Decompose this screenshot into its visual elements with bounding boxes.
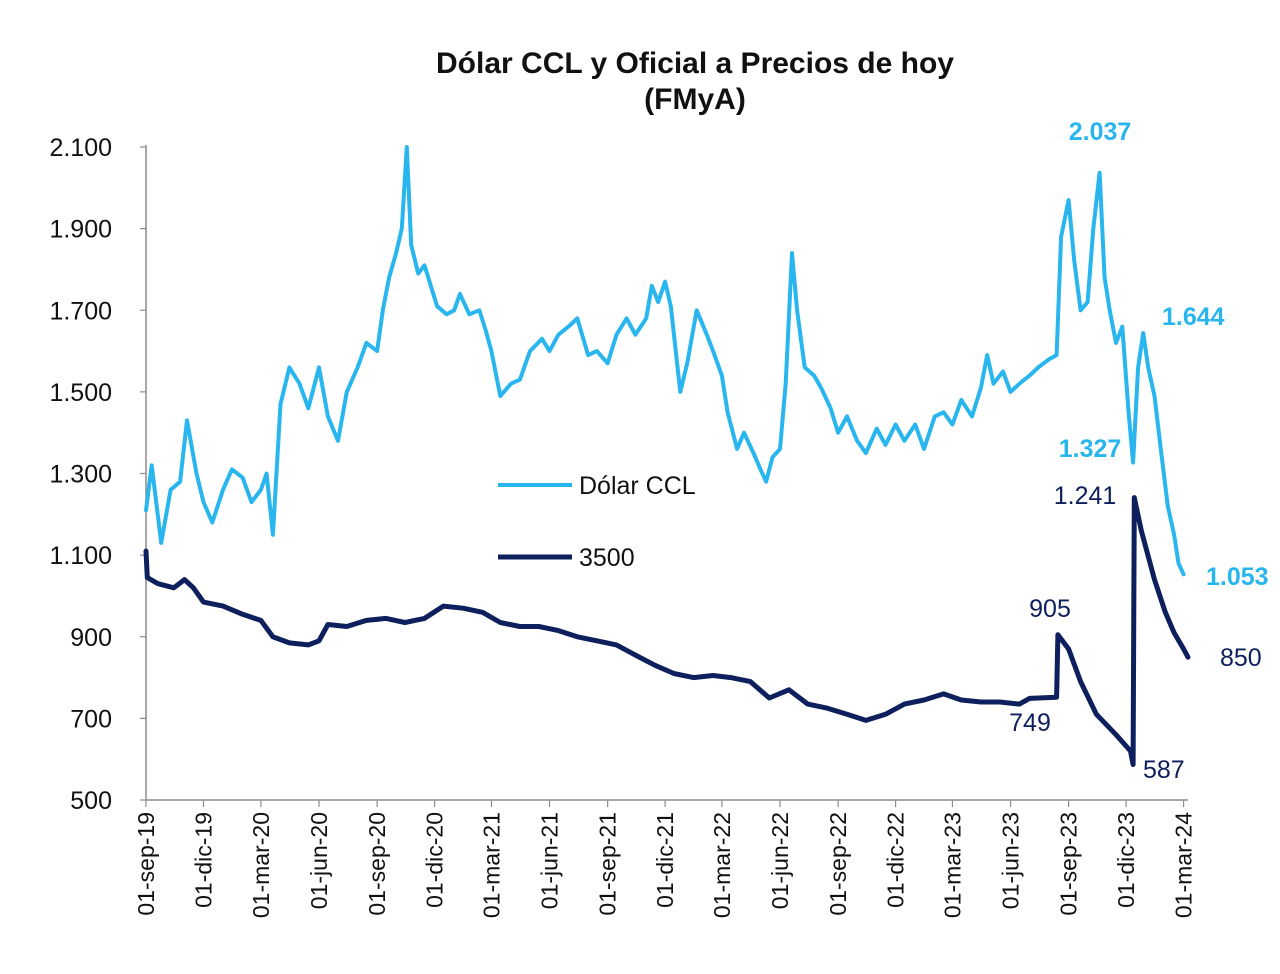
x-tick-label: 01-mar-22 bbox=[709, 812, 735, 918]
x-tick-label: 01-jun-20 bbox=[306, 812, 332, 909]
series-line-oficial bbox=[143, 495, 1191, 767]
x-tick-label: 01-dic-22 bbox=[883, 812, 909, 908]
legend-label-oficial: 3500 bbox=[579, 544, 635, 572]
x-tick-label: 01-sep-22 bbox=[825, 812, 851, 916]
data-label: 1.644 bbox=[1162, 303, 1225, 331]
x-tick-label: 01-sep-21 bbox=[595, 812, 621, 916]
y-tick-label: 500 bbox=[70, 787, 112, 815]
data-label: 749 bbox=[1009, 709, 1051, 737]
data-label: 1.241 bbox=[1054, 482, 1117, 510]
data-label: 1.053 bbox=[1206, 563, 1269, 591]
subtitle-text: (FMyA) bbox=[644, 83, 746, 116]
x-tick-label: 01-sep-20 bbox=[364, 812, 390, 916]
y-tick-label: 2.100 bbox=[49, 134, 112, 162]
data-label: 1.327 bbox=[1059, 435, 1122, 463]
y-tick-label: 900 bbox=[70, 624, 112, 652]
x-tick-label: 01-dic-21 bbox=[652, 812, 678, 908]
y-tick-label: 1.300 bbox=[49, 461, 112, 489]
x-tick-label: 01-dic-19 bbox=[190, 812, 216, 908]
x-tick-label: 01-jun-22 bbox=[767, 812, 793, 909]
x-tick-label: 01-dic-23 bbox=[1113, 812, 1139, 908]
x-tick-label: 01-dic-20 bbox=[422, 812, 448, 908]
y-tick-label: 1.700 bbox=[49, 297, 112, 325]
y-tick-label: 700 bbox=[70, 705, 112, 733]
y-tick-label: 1.500 bbox=[49, 379, 112, 407]
series-line-ccl bbox=[144, 145, 1186, 577]
x-tick-label: 01-sep-23 bbox=[1056, 812, 1082, 916]
title-text: Dólar CCL y Oficial a Precios de hoy bbox=[436, 47, 954, 80]
x-tick-label: 01-jun-21 bbox=[537, 812, 563, 909]
x-tick-label: 01-jun-23 bbox=[998, 812, 1024, 909]
data-label: 587 bbox=[1143, 756, 1185, 784]
x-tick-label: 01-mar-20 bbox=[248, 812, 274, 918]
legend-label-ccl: Dólar CCL bbox=[579, 472, 696, 500]
x-tick-label: 01-mar-21 bbox=[478, 812, 504, 918]
x-tick-label: 01-mar-23 bbox=[939, 812, 965, 918]
y-tick-label: 1.900 bbox=[49, 216, 112, 244]
x-tick-label: 01-mar-24 bbox=[1171, 812, 1197, 918]
data-label: 2.037 bbox=[1069, 118, 1132, 146]
y-tick-label: 1.100 bbox=[49, 542, 112, 570]
x-tick-label: 01-sep-19 bbox=[133, 812, 159, 916]
data-label: 905 bbox=[1029, 595, 1071, 623]
chart-title: Dólar CCL y Oficial a Precios de hoy (FM… bbox=[0, 46, 1280, 118]
data-label: 850 bbox=[1220, 644, 1262, 672]
